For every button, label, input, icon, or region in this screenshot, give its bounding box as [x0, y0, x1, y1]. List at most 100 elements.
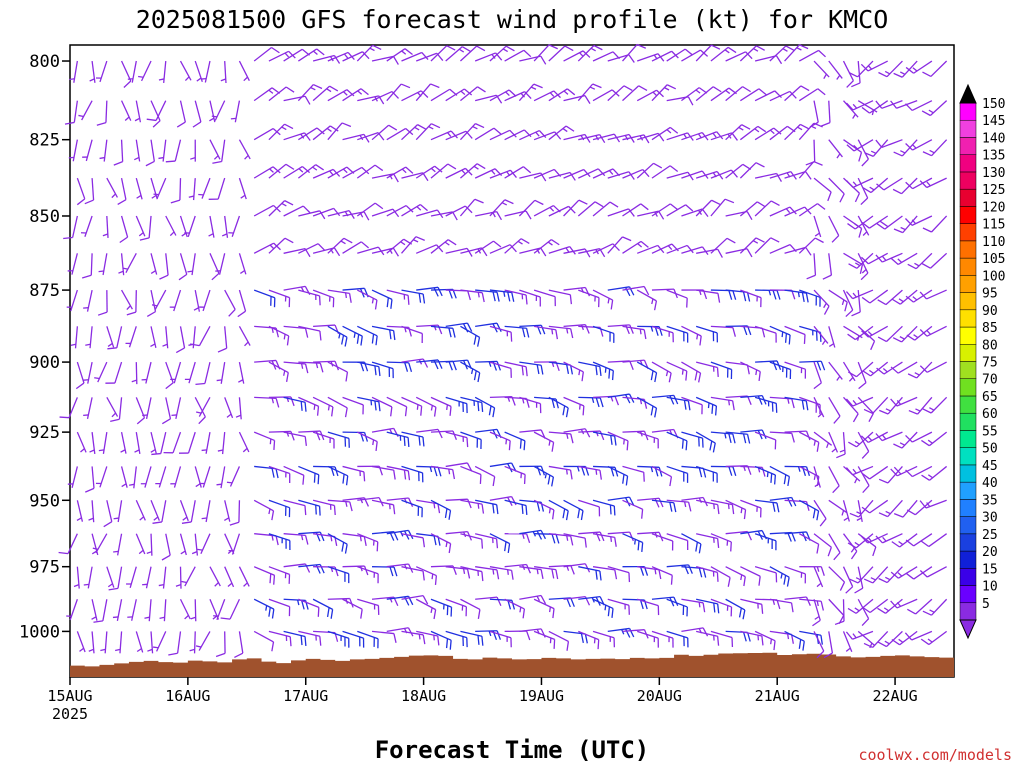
wind-barb	[401, 396, 423, 416]
wind-barb	[813, 631, 825, 659]
wind-barb	[875, 139, 903, 149]
wind-barb	[861, 499, 889, 514]
wind-barb	[519, 361, 544, 375]
colorbar-label: 10	[982, 580, 998, 595]
wind-barb	[372, 566, 398, 577]
wind-barb	[877, 598, 903, 614]
colorbar-swatch	[959, 206, 977, 224]
wind-barb	[415, 566, 438, 586]
wind-barb	[430, 130, 458, 141]
wind-barb	[151, 431, 167, 456]
wind-barb	[578, 289, 600, 308]
colorbar-swatch	[959, 550, 977, 569]
wind-barb	[171, 397, 182, 419]
wind-barb	[504, 361, 528, 377]
colorbar-label: 20	[982, 545, 998, 560]
wind-barb	[769, 206, 797, 217]
wind-barb	[548, 325, 574, 339]
wind-barb	[126, 566, 137, 588]
wind-barb	[342, 166, 370, 179]
wind-barb	[188, 178, 196, 201]
wind-barb	[179, 431, 196, 454]
wind-barb	[474, 396, 496, 418]
wind-barb	[430, 325, 456, 338]
wind-barb	[636, 396, 658, 418]
colorbar-swatch	[959, 447, 977, 466]
wind-barb	[106, 326, 115, 348]
wind-barb	[857, 215, 870, 236]
wind-barb	[919, 177, 947, 189]
colorbar-swatch	[959, 430, 977, 448]
wind-barb	[283, 630, 307, 646]
wind-barb	[142, 566, 152, 589]
wind-barb	[879, 396, 903, 415]
wind-barb	[666, 396, 691, 411]
wind-barb	[799, 289, 821, 307]
wind-barb	[102, 215, 109, 238]
wind-barb	[681, 533, 702, 554]
y-tick-label: 950	[29, 491, 60, 511]
wind-barb	[504, 238, 530, 254]
colorbar-swatch	[959, 309, 977, 328]
wind-barb	[371, 55, 399, 65]
wind-barb	[253, 566, 276, 585]
wind-barb	[857, 533, 877, 557]
wind-barb	[175, 566, 182, 589]
wind-barb	[919, 325, 947, 337]
wind-barb	[592, 566, 618, 580]
wind-barb	[98, 432, 108, 454]
wind-barb	[784, 44, 809, 62]
wind-barb	[845, 289, 874, 300]
wind-barb	[135, 177, 143, 200]
wind-barb	[578, 566, 602, 581]
wind-barb	[298, 499, 321, 516]
wind-barb	[327, 325, 348, 347]
wind-barb	[254, 396, 280, 408]
wind-barb	[159, 599, 167, 622]
wind-barb	[739, 162, 765, 179]
wind-barb	[740, 598, 764, 614]
wind-barb	[357, 289, 378, 310]
wind-barb	[115, 631, 123, 654]
wind-barb	[755, 499, 780, 513]
wind-barb	[710, 630, 734, 648]
wind-barb	[112, 599, 123, 621]
wind-barb	[103, 500, 113, 528]
wind-barb	[82, 139, 93, 162]
wind-barb	[371, 499, 396, 515]
wind-barb	[113, 139, 124, 166]
wind-barb	[919, 499, 947, 509]
wind-barb	[922, 139, 948, 157]
wind-barb	[695, 86, 722, 102]
wind-barb	[828, 177, 845, 203]
wind-barb	[100, 631, 108, 654]
wind-barb	[845, 465, 874, 476]
wind-barb	[237, 289, 247, 318]
wind-barb	[769, 325, 791, 345]
wind-barb	[828, 466, 840, 494]
colorbar-label: 110	[982, 235, 1005, 250]
wind-barb	[504, 325, 530, 338]
wind-barb	[891, 289, 918, 305]
wind-barb	[563, 396, 585, 416]
wind-barb	[489, 129, 517, 141]
wind-barb	[846, 100, 874, 111]
wind-barb	[105, 361, 123, 384]
wind-barb	[890, 252, 918, 266]
wind-barb	[769, 630, 794, 644]
wind-barb	[533, 431, 555, 452]
wind-barb	[607, 531, 634, 542]
wind-barb	[813, 566, 824, 588]
wind-barb	[548, 289, 573, 305]
wind-barb	[238, 253, 247, 275]
colorbar-swatch	[959, 223, 977, 242]
colorbar-swatch	[959, 361, 977, 379]
wind-barb	[126, 290, 137, 316]
wind-barb	[651, 203, 679, 217]
wind-barb	[430, 499, 452, 520]
wind-barb	[637, 630, 659, 648]
wind-barb	[475, 596, 502, 607]
wind-barb	[120, 466, 128, 488]
wind-barb	[504, 431, 526, 451]
wind-barb	[460, 86, 486, 102]
